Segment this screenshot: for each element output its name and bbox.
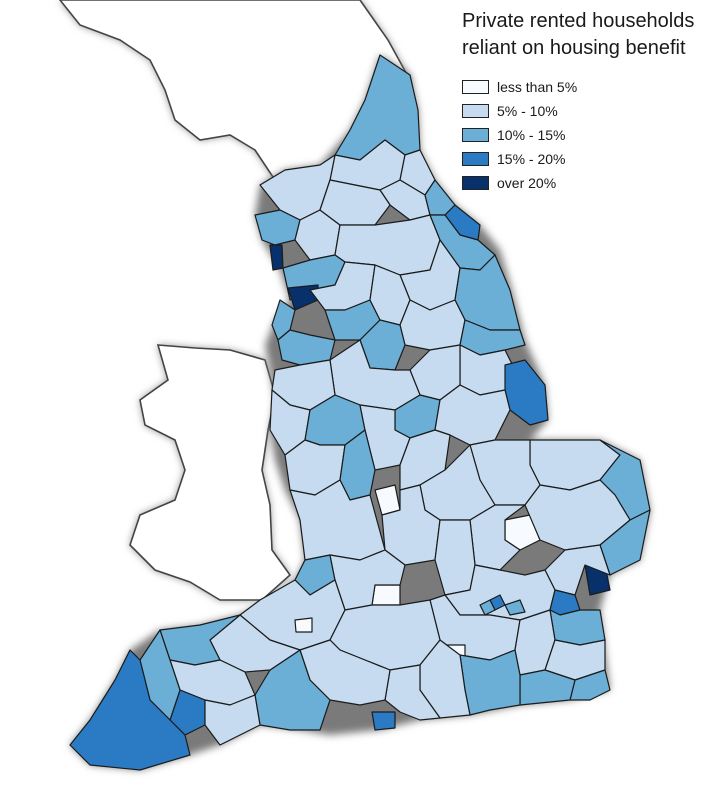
legend-swatch [462,176,489,190]
district-region [549,609,606,646]
legend-label: less than 5% [497,79,578,95]
legend-label: over 20% [497,175,557,191]
legend-title-line2: reliant on housing benefit [462,37,686,59]
legend-swatch [462,128,489,142]
legend-item-10-15: 10% - 15% [462,123,577,147]
district-region [319,179,391,226]
legend-swatch [462,104,489,118]
district-region [277,329,336,366]
legend-label: 5% - 10% [497,103,558,119]
legend: less than 5% 5% - 10% 10% - 15% 15% - 20… [462,75,577,195]
england-regions [69,54,651,771]
legend-label: 15% - 20% [497,151,566,167]
district-region [381,484,441,566]
legend-title: Private rented households reliant on hou… [462,8,694,62]
district-region [459,649,521,716]
district-region [479,599,496,616]
district-region [254,649,331,731]
district-region [269,244,284,271]
district-region [504,599,526,616]
legend-item-15-20: 15% - 20% [462,147,577,171]
district-region [384,664,441,721]
legend-item-over-20: over 20% [462,171,577,195]
district-region [69,649,191,771]
district-region [371,584,401,606]
district-region [294,617,313,633]
wales-land [129,344,292,601]
legend-swatch [462,152,489,166]
legend-item-less-than-5: less than 5% [462,75,577,99]
district-region [599,509,651,576]
legend-item-5-10: 5% - 10% [462,99,577,123]
district-region [204,694,261,746]
legend-label: 10% - 15% [497,127,566,143]
legend-title-line1: Private rented households [462,10,695,32]
legend-swatch [462,80,489,94]
district-region [371,711,396,731]
